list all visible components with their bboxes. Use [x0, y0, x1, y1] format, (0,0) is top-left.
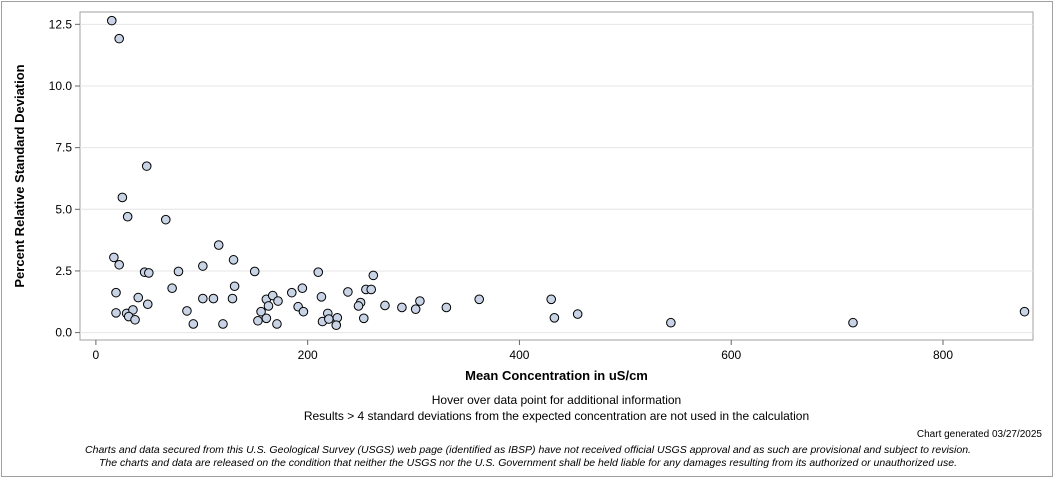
data-point[interactable] — [122, 211, 133, 222]
data-point[interactable] — [111, 287, 121, 298]
x-tick-label: 200 — [298, 348, 318, 362]
data-point[interactable] — [410, 304, 421, 314]
data-point[interactable] — [130, 314, 140, 325]
data-point[interactable] — [249, 266, 260, 277]
disclaimer-line-1: Charts and data secured from this U.S. G… — [85, 444, 971, 456]
data-point[interactable] — [415, 296, 425, 306]
grid-lines — [80, 23, 1033, 334]
chart-generated-date: Chart generated 03/27/2025 — [916, 429, 1042, 440]
data-point[interactable] — [160, 214, 171, 225]
y-tick-label: 12.5 — [49, 17, 73, 31]
data-point[interactable] — [572, 309, 583, 319]
axes: 0.0 2.5 5.0 7.5 10.0 12.5 0 200 400 600 800 — [49, 17, 954, 362]
data-point[interactable] — [182, 306, 192, 316]
x-tick-label: 800 — [933, 348, 953, 362]
data-point[interactable] — [331, 320, 342, 331]
data-point[interactable] — [286, 287, 297, 298]
x-axis-label: Mean Concentration in uS/cm — [465, 368, 648, 383]
data-point[interactable] — [397, 302, 407, 313]
data-point[interactable] — [128, 305, 138, 315]
data-point[interactable] — [114, 259, 124, 270]
x-tick-label: 600 — [721, 348, 741, 362]
data-point[interactable] — [253, 315, 263, 326]
data-point[interactable] — [114, 33, 124, 44]
data-point[interactable] — [368, 270, 379, 281]
y-tick-label: 10.0 — [49, 79, 73, 93]
data-point[interactable] — [229, 281, 240, 292]
plot-area — [79, 11, 1034, 341]
x-tick-label: 400 — [509, 348, 529, 362]
data-point[interactable] — [1019, 306, 1030, 317]
data-point[interactable] — [111, 308, 121, 318]
disclaimer-line-2: The charts and data are released on the … — [99, 457, 957, 469]
hover-hint: Hover over data point for additional inf… — [431, 393, 682, 407]
data-point[interactable] — [848, 317, 858, 328]
data-point[interactable] — [316, 292, 327, 302]
y-axis-label: Percent Relative Standard Deviation — [12, 64, 27, 287]
data-point[interactable] — [546, 294, 557, 305]
y-tick-label: 0.0 — [55, 326, 72, 340]
data-point[interactable] — [474, 294, 485, 305]
data-point[interactable] — [109, 252, 119, 263]
data-point[interactable] — [218, 319, 228, 329]
data-point[interactable] — [273, 296, 283, 306]
data-point[interactable] — [272, 319, 282, 329]
data-point[interactable] — [297, 283, 308, 294]
data-point[interactable] — [549, 313, 560, 323]
data-point[interactable] — [298, 306, 309, 317]
data-point[interactable] — [666, 317, 676, 328]
data-point[interactable] — [213, 240, 224, 250]
data-point[interactable] — [261, 313, 272, 324]
data-point[interactable] — [256, 306, 266, 317]
data-point[interactable] — [106, 15, 117, 26]
data-point[interactable] — [441, 302, 452, 313]
y-tick-label: 2.5 — [55, 264, 72, 278]
data-point[interactable] — [141, 161, 152, 171]
data-point[interactable] — [227, 293, 238, 304]
data-point[interactable] — [117, 192, 128, 203]
data-point[interactable] — [324, 314, 334, 324]
y-tick-label: 7.5 — [55, 141, 72, 155]
data-point[interactable] — [198, 293, 208, 304]
data-point[interactable] — [167, 283, 177, 294]
x-tick-label: 0 — [93, 348, 100, 362]
data-point[interactable] — [263, 301, 274, 311]
data-point[interactable] — [366, 284, 376, 295]
data-point[interactable] — [343, 287, 353, 297]
data-point[interactable] — [228, 255, 239, 265]
data-point[interactable] — [173, 266, 184, 277]
data-point[interactable] — [380, 300, 390, 311]
data-point[interactable] — [142, 299, 153, 310]
data-point[interactable] — [144, 268, 154, 278]
data-point[interactable] — [313, 267, 324, 277]
data-points[interactable] — [106, 15, 1030, 331]
data-point[interactable] — [188, 319, 199, 329]
y-tick-label: 5.0 — [55, 202, 72, 216]
data-point[interactable] — [133, 292, 144, 303]
data-point[interactable] — [208, 293, 219, 304]
data-point[interactable] — [353, 301, 364, 311]
results-note: Results > 4 standard deviations from the… — [303, 409, 810, 423]
data-point[interactable] — [198, 261, 208, 271]
data-point[interactable] — [358, 313, 369, 324]
